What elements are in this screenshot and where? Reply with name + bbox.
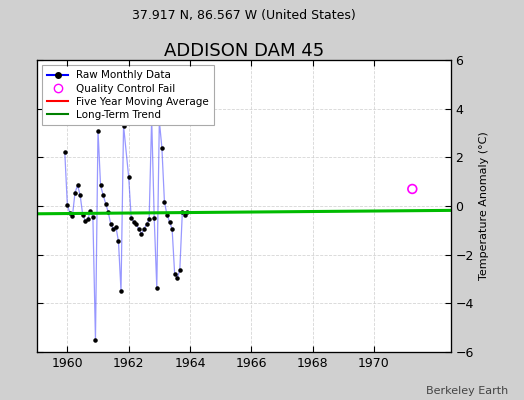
Point (66, 210, 74, 216)
Title: ADDISON DAM 45: ADDISON DAM 45 (163, 42, 324, 60)
Point (163, 211, 171, 218)
Legend: Raw Monthly Data, Quality Control Fail, Five Year Moving Average, Long-Term Tren: Raw Monthly Data, Quality Control Fail, … (42, 65, 214, 125)
Point (170, 271, 179, 277)
Point (127, 215, 135, 221)
Point (408, 186, 417, 192)
Point (91, 337, 100, 343)
Point (84, 216, 92, 222)
Point (99, 192, 107, 198)
Point (145, 216, 154, 222)
Point (119, 122, 128, 129)
Point (94, 127, 102, 134)
Point (143, 221, 151, 228)
Point (125, 174, 133, 180)
Point (140, 226, 148, 232)
Point (104, 209, 113, 215)
Point (160, 199, 169, 206)
Point (86, 208, 94, 214)
Point (173, 274, 181, 281)
Point (137, 231, 146, 237)
Point (63, 202, 72, 208)
Text: 37.917 N, 86.567 W (United States): 37.917 N, 86.567 W (United States) (132, 9, 356, 22)
Point (181, 211, 189, 218)
Point (109, 226, 117, 232)
Point (79, 211, 87, 218)
Point (168, 226, 176, 232)
Point (158, 144, 166, 151)
Point (89, 214, 97, 220)
Point (129, 219, 138, 225)
Point (183, 209, 192, 215)
Point (73, 182, 82, 188)
Point (147, 115, 156, 122)
Point (132, 221, 140, 228)
Point (96, 182, 105, 188)
Point (117, 288, 125, 294)
Point (150, 215, 158, 221)
Point (152, 284, 161, 291)
Point (112, 224, 120, 230)
Point (81, 218, 90, 224)
Point (71, 190, 79, 196)
Text: Berkeley Earth: Berkeley Earth (426, 386, 508, 396)
Point (166, 219, 174, 225)
Point (76, 192, 84, 198)
Point (61, 149, 69, 156)
Point (68, 212, 77, 219)
Y-axis label: Temperature Anomaly (°C): Temperature Anomaly (°C) (479, 132, 489, 280)
Point (102, 200, 110, 207)
Point (176, 267, 184, 274)
Point (135, 226, 143, 232)
Point (114, 238, 123, 244)
Point (178, 209, 187, 215)
Point (106, 221, 115, 228)
Point (155, 118, 163, 124)
